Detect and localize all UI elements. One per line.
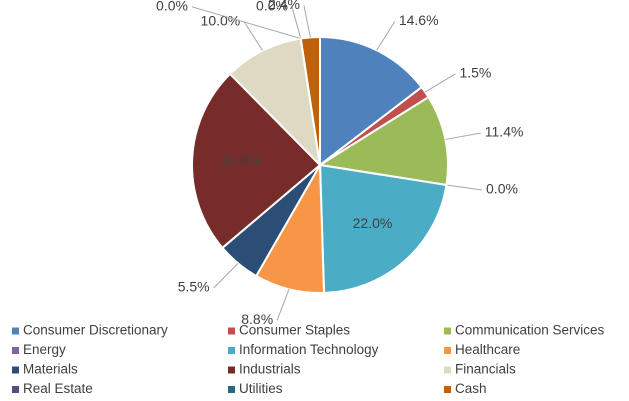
data-label: 10.0% [201,13,241,29]
legend-label: Consumer Staples [239,323,350,338]
pie-slice [318,163,448,294]
legend-swatch [228,366,235,374]
legend-label: Real Estate [23,381,93,396]
legend-swatch [444,366,451,374]
leader-line [303,5,311,38]
legend-label: Industrials [239,362,301,377]
leader-line [445,132,481,140]
data-label: 23.8% [221,152,261,168]
leader-line [376,21,396,51]
data-label: 22.0% [353,215,393,231]
legend-swatch [12,347,19,354]
legend-label: Energy [23,342,66,357]
legend-label: Utilities [239,381,283,396]
data-label: 0.0% [156,0,188,14]
legend-label: Cash [455,381,487,396]
legend-label: Materials [23,362,78,377]
legend-label: Information Technology [239,342,379,357]
legend-swatch [228,386,235,393]
legend-swatch [228,347,235,354]
leader-line [291,6,302,39]
data-label: 5.5% [178,279,210,295]
legend-swatch [12,386,19,393]
data-label: 14.6% [399,12,439,28]
legend-swatch [12,327,19,335]
legend-swatch [444,327,451,335]
legend-swatch [228,327,235,335]
data-label: 1.5% [459,65,491,81]
pie-slice [228,37,322,168]
data-label: 2.4% [268,0,300,12]
legend-label: Communication Services [455,323,605,338]
leader-line [276,288,290,321]
legend-swatch [12,366,19,374]
data-label: 8.8% [241,311,273,327]
legend-label: Healthcare [455,342,520,357]
data-label: 0.0% [486,181,518,197]
leader-line [446,184,483,191]
leader-line [213,263,239,289]
legend-swatch [444,386,451,393]
leader-line [243,21,264,51]
data-label: 0.0% [256,0,288,14]
pie-slice [319,35,424,168]
legend-label: Financials [455,362,516,377]
data-label: 11.4% [485,124,524,140]
pie-slice [191,72,322,250]
leader-line [424,73,456,93]
legend-label: Consumer Discretionary [23,323,168,338]
legend-swatch [444,347,451,354]
leader-line [191,6,301,39]
